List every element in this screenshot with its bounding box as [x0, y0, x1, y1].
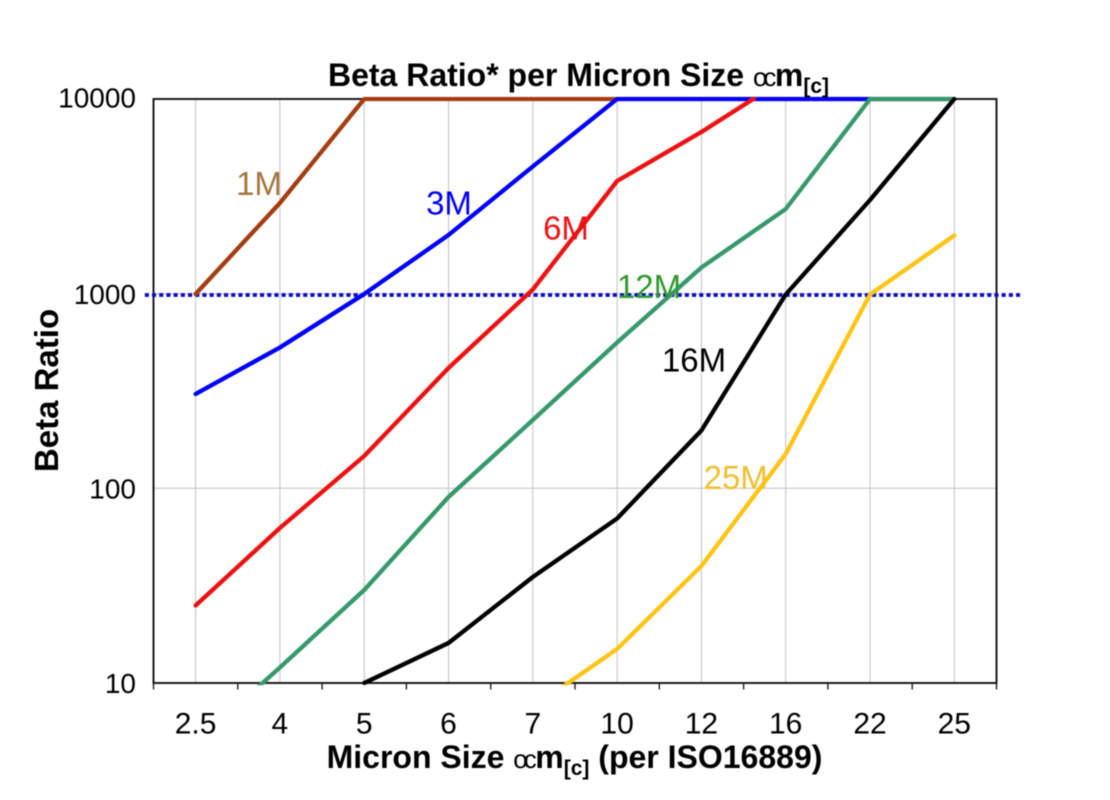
- svg-text:12M: 12M: [617, 268, 681, 305]
- svg-text:2.5: 2.5: [175, 708, 217, 741]
- svg-text:22: 22: [853, 708, 886, 741]
- svg-text:25: 25: [938, 708, 971, 741]
- svg-text:Beta Ratio* per Micron Size oc: Beta Ratio* per Micron Size ocm[c]: [328, 57, 829, 98]
- svg-text:10: 10: [105, 668, 136, 699]
- svg-text:4: 4: [272, 708, 289, 741]
- svg-text:5: 5: [356, 708, 373, 741]
- svg-text:6M: 6M: [543, 210, 589, 247]
- svg-text:10000: 10000: [58, 83, 136, 114]
- svg-text:25M: 25M: [704, 459, 768, 496]
- svg-text:1000: 1000: [74, 279, 136, 310]
- svg-text:100: 100: [89, 474, 136, 505]
- svg-text:16: 16: [769, 708, 802, 741]
- svg-text:7: 7: [524, 708, 541, 741]
- svg-text:3M: 3M: [426, 185, 472, 222]
- svg-text:12: 12: [685, 708, 718, 741]
- svg-text:10: 10: [600, 708, 633, 741]
- svg-text:16M: 16M: [662, 342, 726, 379]
- svg-text:Beta Ratio: Beta Ratio: [28, 309, 65, 472]
- svg-text:6: 6: [440, 708, 457, 741]
- svg-text:1M: 1M: [236, 165, 282, 202]
